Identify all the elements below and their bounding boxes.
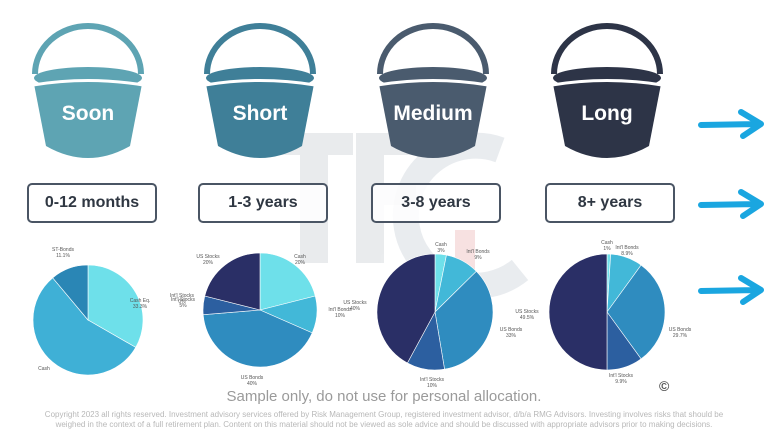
bucket-icon <box>204 23 316 158</box>
annotation-value: 0% <box>178 299 186 305</box>
slice-name: Cash <box>38 366 50 372</box>
slice-value: 29.7% <box>672 333 688 339</box>
slice-name: Int'l Stocks <box>419 377 445 383</box>
slice-value: 11.1% <box>56 253 70 259</box>
pie-chart-medium <box>376 253 494 371</box>
bucket-long: Long <box>546 18 668 168</box>
slice-name: Cash <box>601 240 613 246</box>
pie-slice-label: Cash <box>30 366 58 372</box>
bucket-icon <box>377 23 489 158</box>
slice-value: 10% <box>334 313 345 319</box>
range-box-long: 8+ years <box>545 183 675 223</box>
pie-slice <box>87 264 144 348</box>
slice-name: US Stocks <box>515 309 539 315</box>
slice-value: 33% <box>505 333 516 339</box>
range-box-short: 1-3 years <box>198 183 328 223</box>
bucket-label: Long <box>581 102 633 125</box>
bucket-icon <box>551 23 663 158</box>
slice-name: US Stocks <box>196 254 220 260</box>
slice-name: Cash <box>435 242 447 248</box>
pie-slice-label: US Stocks 20% <box>194 254 222 266</box>
slice-name: Int'l Bonds <box>466 249 490 255</box>
slice-name: Cash Eq. <box>129 298 151 304</box>
pie-slice-label: Cash 1% <box>593 240 621 252</box>
pie-chart-short <box>202 252 318 368</box>
slice-name: Int'l Stocks <box>608 373 634 379</box>
pie-slice-label: Cash 20% <box>286 254 314 266</box>
pie-slice-label: Cash Eq. 33.3% <box>126 298 154 310</box>
pie-slice-label: US Stocks 49.5% <box>513 309 541 321</box>
pie-slice-label: US Stocks 40% <box>341 300 369 312</box>
pie-slice-label: Int'l Bonds 8.9% <box>613 245 641 257</box>
bucket-label: Medium <box>393 102 473 125</box>
pie-slice <box>376 253 436 364</box>
slice-name: ST-Bonds <box>52 247 74 253</box>
slice-value: 40% <box>246 381 257 387</box>
pie-slice-label: ST-Bonds 11.1% <box>49 247 77 259</box>
pie-slice <box>202 309 313 368</box>
slice-value: 20% <box>294 260 305 266</box>
slice-value: 49.5% <box>519 315 535 321</box>
slice-name: US Bonds <box>240 375 264 381</box>
pie-slice-label: Cash 3% <box>427 242 455 254</box>
pie-slice <box>548 253 608 371</box>
bucket-short: Short <box>199 18 321 168</box>
slice-value: 20% <box>202 260 213 266</box>
copyright-icon: © <box>659 378 670 394</box>
slice-value: 9% <box>474 255 482 261</box>
pie-annotation-label: Int'l Stocks 0% <box>168 293 196 305</box>
slice-value: 33.3% <box>132 304 148 310</box>
slice-name: Int'l Bonds <box>328 307 352 313</box>
pie-slice-label: US Bonds 29.7% <box>666 327 694 339</box>
pie-slice-label: Int'l Stocks 5% <box>169 297 197 309</box>
range-box-soon: 0-12 months <box>27 183 157 223</box>
disclaimer-text: Sample only, do not use for personal all… <box>226 388 542 405</box>
slice-name: US Bonds <box>499 327 523 333</box>
slice-value: 8.9% <box>621 251 633 257</box>
pie-slice <box>606 264 666 360</box>
arrow-right-icon <box>698 189 764 219</box>
pie-slice-label: Int'l Stocks 9.9% <box>607 373 635 385</box>
slice-value: 5% <box>179 303 187 309</box>
slice-name: US Bonds <box>668 327 692 333</box>
legal-line-1: Copyright 2023 all rights reserved. Inve… <box>44 410 724 419</box>
pie-slice <box>434 270 494 370</box>
pie-slice <box>204 252 261 311</box>
pie-slice-label: Int'l Bonds 9% <box>464 249 492 261</box>
range-box-medium: 3-8 years <box>371 183 501 223</box>
bucket-icon <box>32 23 144 158</box>
pie-slice-label: US Bonds 40% <box>238 375 266 387</box>
pie-slice-label: Int'l Bonds 10% <box>326 307 354 319</box>
legal-text: Copyright 2023 all rights reserved. Inve… <box>8 410 760 430</box>
slice-value: 9.9% <box>615 379 627 385</box>
arrow-right-icon <box>698 275 764 305</box>
legal-line-2: weighed in the context of a full retirem… <box>55 420 713 429</box>
pie-chart-soon <box>32 264 144 376</box>
pie-slice <box>259 252 316 311</box>
pie-chart-long <box>548 253 666 371</box>
slice-value: 3% <box>437 248 445 254</box>
slice-name: Int'l Stocks <box>170 297 196 303</box>
bucket-label: Short <box>232 102 288 125</box>
pie-slice-label: Int'l Stocks 10% <box>418 377 446 389</box>
bucket-label: Soon <box>61 102 115 125</box>
arrow-right-icon <box>698 109 764 139</box>
pie-slice <box>32 277 137 376</box>
pie-slice <box>52 264 89 321</box>
bucket-medium: Medium <box>372 18 494 168</box>
slice-value: 40% <box>349 306 360 312</box>
slice-value: 10% <box>426 383 437 389</box>
slice-name: Cash <box>294 254 306 260</box>
annotation-name: Int'l Stocks <box>169 293 195 299</box>
slice-value: 1% <box>603 246 611 252</box>
pie-slice-label: US Bonds 33% <box>497 327 525 339</box>
slice-name: Int'l Bonds <box>615 245 639 251</box>
bucket-soon: Soon <box>27 18 149 168</box>
slice-name: US Stocks <box>343 300 367 306</box>
